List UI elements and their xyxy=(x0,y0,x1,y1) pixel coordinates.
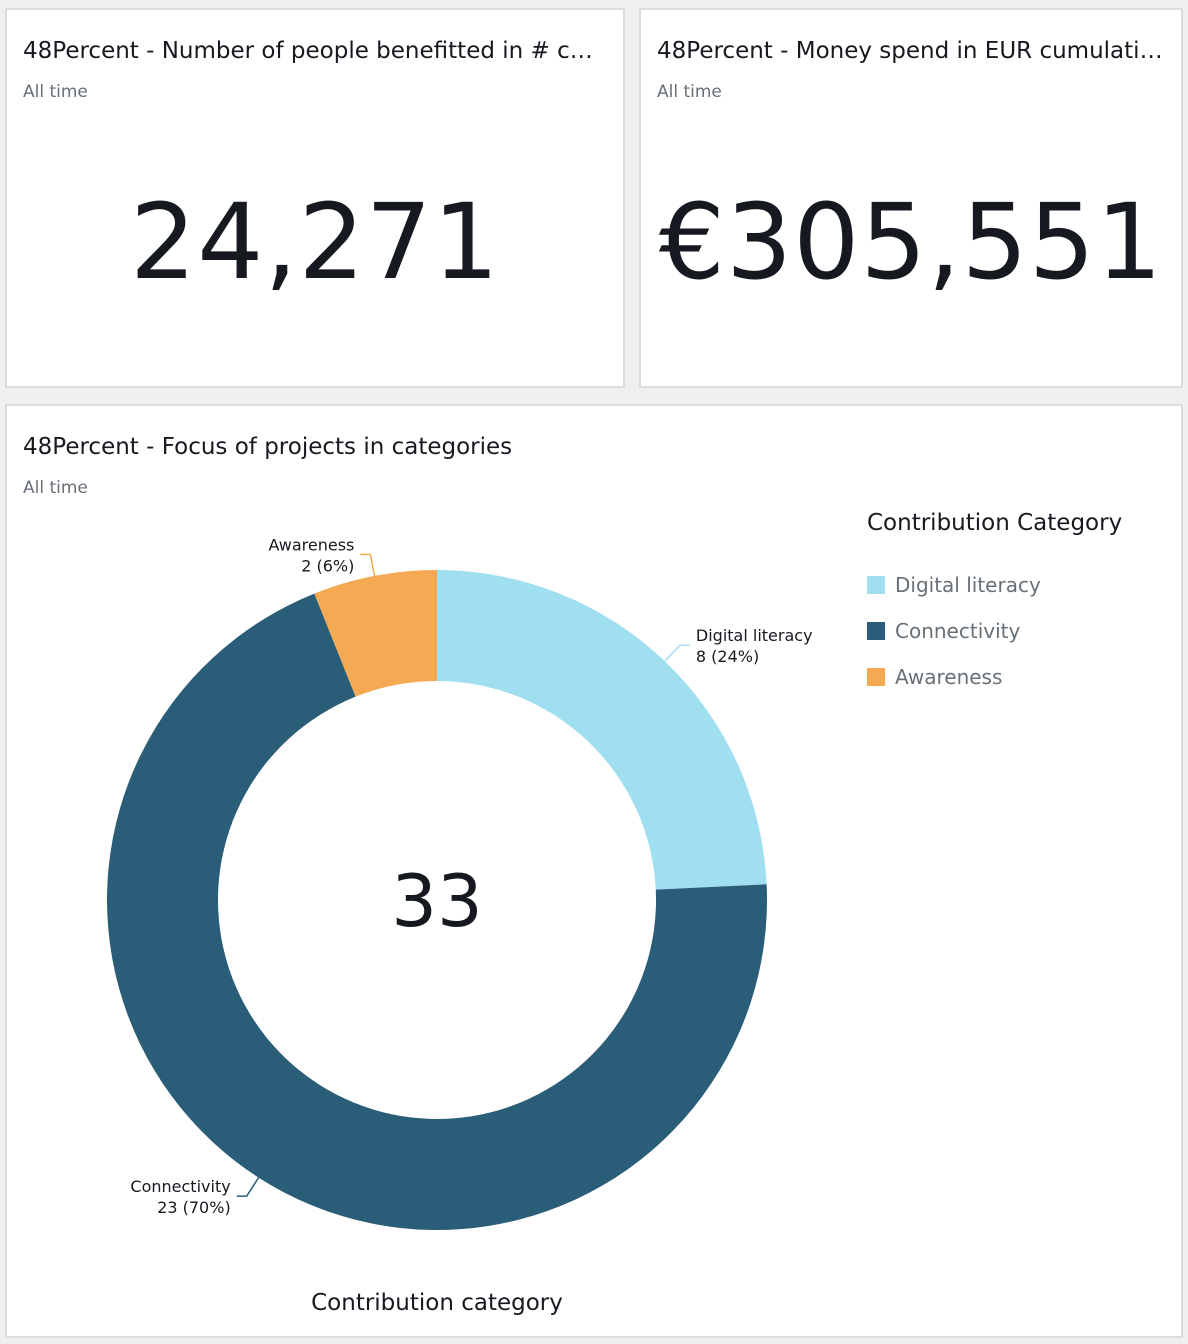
data-label-value: 8 (24%) xyxy=(696,647,759,666)
axis-title: Contribution category xyxy=(311,1290,563,1316)
legend-swatch xyxy=(867,576,885,594)
leader-line xyxy=(360,553,376,577)
legend-item-connectivity[interactable]: Connectivity xyxy=(867,608,1122,654)
data-label-name: Connectivity xyxy=(130,1177,230,1196)
leader-line xyxy=(236,1177,260,1197)
legend-item-awareness[interactable]: Awareness xyxy=(867,654,1122,700)
data-label-value: 2 (6%) xyxy=(301,556,354,575)
legend-label: Awareness xyxy=(895,665,1003,689)
legend-label: Digital literacy xyxy=(895,573,1041,597)
legend-item-digital-literacy[interactable]: Digital literacy xyxy=(867,562,1122,608)
kpi-subtitle: All time xyxy=(657,82,722,102)
donut-slice-awareness[interactable] xyxy=(314,570,437,697)
data-label-name: Digital literacy xyxy=(696,626,813,645)
leader-line xyxy=(664,644,690,662)
legend-label: Connectivity xyxy=(895,619,1021,643)
donut-slice-connectivity[interactable] xyxy=(106,593,767,1230)
kpi-card-money-spend[interactable]: 48Percent - Money spend in EUR cumulativ… xyxy=(639,8,1183,388)
data-label-name: Awareness xyxy=(268,535,354,554)
donut-chart-card[interactable]: 48Percent - Focus of projects in categor… xyxy=(5,404,1183,1338)
donut-slice-digital-literacy[interactable] xyxy=(437,570,767,890)
legend-swatch xyxy=(867,622,885,640)
chart-legend: Contribution Category Digital literacy C… xyxy=(867,510,1122,700)
kpi-card-people-benefitted[interactable]: 48Percent - Number of people benefitted … xyxy=(5,8,625,388)
kpi-value: €305,551 xyxy=(658,181,1164,303)
kpi-subtitle: All time xyxy=(23,82,88,102)
data-label-value: 23 (70%) xyxy=(157,1198,231,1217)
donut-center-total: 33 xyxy=(391,859,483,943)
legend-title: Contribution Category xyxy=(867,510,1123,536)
chart-subtitle: All time xyxy=(23,478,88,498)
kpi-value: 24,271 xyxy=(130,181,500,303)
kpi-title: 48Percent - Number of people benefitted … xyxy=(23,38,607,64)
donut-chart: Digital literacy 8 (24%) Connectivity 23 (7… xyxy=(106,535,813,1230)
legend-swatch xyxy=(867,668,885,686)
kpi-title: 48Percent - Money spend in EUR cumulativ… xyxy=(657,38,1165,64)
